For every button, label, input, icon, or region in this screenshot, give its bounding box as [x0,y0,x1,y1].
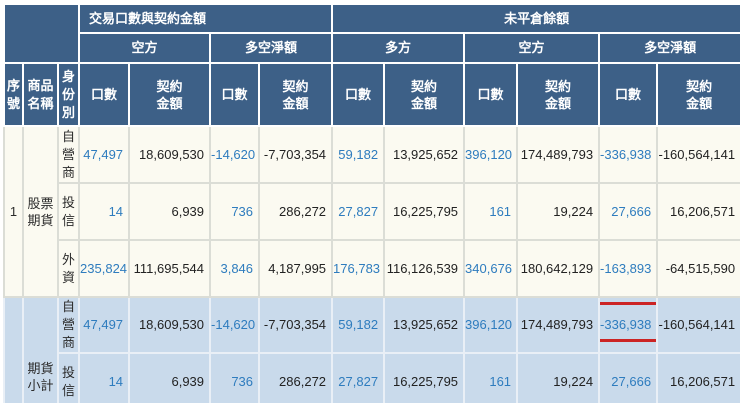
header-oi-net: 多空淨額 [598,32,740,64]
serial-cell: 1 [3,125,24,298]
header-identity: 身份別 [56,62,81,127]
product-cell: 期貨小計 [22,296,59,403]
table-row: 外資 235,824 111,695,544 3,846 4,187,995 1… [4,239,740,298]
num-cell: 3,846 [209,239,261,298]
header-lots: 口數 [331,62,386,127]
num-cell: 161 [463,182,519,241]
header-row-groups: 交易口數與契約金額 未平倉餘額 [2,3,740,64]
identity-cell: 自營商 [56,125,81,184]
futures-open-interest-table: 交易口數與契約金額 未平倉餘額 空方 多空淨額 多方 空方 多空淨額 序號 商品… [2,3,740,403]
serial-cell [3,296,24,403]
num-cell: 27,827 [331,352,386,403]
identity-cell: 投信 [56,182,81,241]
num-cell: -336,938 [598,125,659,184]
num-cell: 27,827 [331,182,386,241]
num-cell: 174,489,793 [516,296,601,354]
product-cell: 股票期貨 [22,125,59,298]
identity-cell: 外資 [56,239,81,298]
table-row: 投信 14 6,939 736 286,272 27,827 16,225,79… [4,182,740,241]
header-group-trade: 交易口數與契約金額 [78,3,334,34]
num-cell: 18,609,530 [128,296,212,354]
num-cell: 16,206,571 [656,182,740,241]
header-group-open-interest: 未平倉餘額 [331,3,740,34]
header-value: 契約金額 [656,62,740,127]
num-cell: 19,224 [516,182,601,241]
num-cell: 27,666 [598,352,659,403]
num-cell: -7,703,354 [258,125,334,184]
num-cell: 13,925,652 [383,125,466,184]
num-cell: 6,939 [128,352,212,403]
num-cell: 47,497 [78,296,131,354]
num-cell-highlighted: -336,938 [598,296,659,354]
num-cell: 180,642,129 [516,239,601,298]
num-cell: 161 [463,352,519,403]
header-serial: 序號 [3,62,24,127]
header-value: 契約金額 [258,62,334,127]
table-row-subtotal: 投信 14 6,939 736 286,272 27,827 16,225,79… [4,352,740,403]
num-cell: 16,225,795 [383,352,466,403]
table-row: 1 股票期貨 自營商 47,497 18,609,530 -14,620 -7,… [3,125,740,298]
header-corner [2,3,81,64]
table-row-subtotal: 期貨小計 自營商 47,497 18,609,530 -14,620 -7,70… [3,296,740,403]
num-cell: 396,120 [463,125,519,184]
num-cell: 16,206,571 [656,352,740,403]
num-cell: 59,182 [331,296,386,354]
header-value: 契約金額 [516,62,601,127]
num-cell: 47,497 [78,125,131,184]
header-lots: 口數 [78,62,131,127]
num-cell: 174,489,793 [516,125,601,184]
header-value: 契約金額 [383,62,466,127]
num-cell: 6,939 [128,182,212,241]
header-trade-net: 多空淨額 [209,32,334,64]
num-cell: 14 [78,352,131,403]
num-cell: 14 [78,182,131,241]
num-cell: 736 [209,182,261,241]
num-cell: 18,609,530 [128,125,212,184]
header-value: 契約金額 [128,62,212,127]
num-cell: 396,120 [463,296,519,354]
header-lots: 口數 [598,62,659,127]
num-cell: 116,126,539 [383,239,466,298]
num-cell: 286,272 [258,352,334,403]
identity-cell: 投信 [56,352,81,403]
num-cell: 27,666 [598,182,659,241]
header-row-columns: 序號 商品名稱 身份別 口數 契約金額 口數 契約金額 口數 契約金額 口數 契… [3,62,740,127]
num-cell: -64,515,590 [656,239,740,298]
num-cell: 13,925,652 [383,296,466,354]
header-lots: 口數 [209,62,261,127]
num-cell: -14,620 [209,296,261,354]
header-oi-long: 多方 [331,32,466,64]
num-cell: 111,695,544 [128,239,212,298]
num-cell: -7,703,354 [258,296,334,354]
num-cell: 235,824 [78,239,131,298]
num-cell: 4,187,995 [258,239,334,298]
header-product: 商品名稱 [22,62,59,127]
identity-cell: 自營商 [56,296,81,354]
num-cell: 340,676 [463,239,519,298]
num-cell: 16,225,795 [383,182,466,241]
num-cell: -160,564,141 [656,125,740,184]
header-lots: 口數 [463,62,519,127]
header-oi-short: 空方 [463,32,601,64]
num-cell: -163,893 [598,239,659,298]
num-cell: 736 [209,352,261,403]
num-cell: 176,783 [331,239,386,298]
num-cell: 59,182 [331,125,386,184]
num-cell: -14,620 [209,125,261,184]
header-row-sides: 空方 多空淨額 多方 空方 多空淨額 [4,32,740,64]
num-cell: 19,224 [516,352,601,403]
num-cell: -160,564,141 [656,296,740,354]
header-trade-short: 空方 [78,32,212,64]
num-cell: 286,272 [258,182,334,241]
